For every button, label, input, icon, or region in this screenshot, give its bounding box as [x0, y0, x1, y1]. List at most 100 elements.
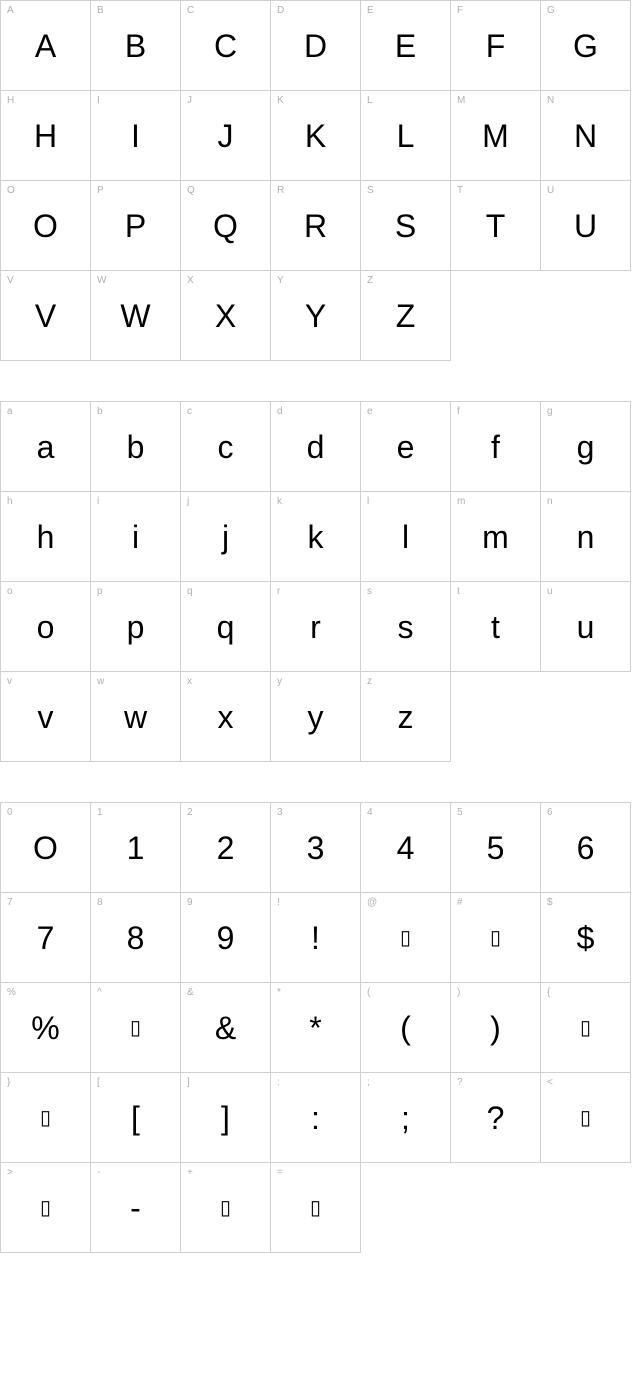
glyph-cell: gg — [541, 402, 631, 492]
cell-glyph: ( — [400, 1012, 411, 1044]
cell-label: : — [277, 1077, 280, 1088]
cell-label: ( — [367, 987, 370, 998]
cell-glyph: s — [398, 611, 414, 643]
glyph-cell: ww — [91, 672, 181, 762]
glyph-cell: bb — [91, 402, 181, 492]
glyph-cell: ]] — [181, 1073, 271, 1163]
cell-label: m — [457, 496, 465, 507]
glyph-cell: 44 — [361, 803, 451, 893]
cell-glyph: b — [127, 431, 145, 463]
cell-label: y — [277, 676, 282, 687]
glyph-cell: tt — [451, 582, 541, 672]
cell-glyph: 5 — [487, 832, 505, 864]
cell-label: ) — [457, 987, 460, 998]
cell-label: j — [187, 496, 189, 507]
cell-label: 0 — [7, 807, 13, 818]
cell-glyph: 9 — [217, 922, 235, 954]
glyph-missing-icon: ▯ — [130, 1018, 141, 1038]
glyph-missing-icon: ▯ — [40, 1108, 51, 1128]
cell-label: w — [97, 676, 104, 687]
cell-label: p — [97, 586, 103, 597]
glyph-cell: -- — [91, 1163, 181, 1253]
cell-label: o — [7, 586, 13, 597]
glyph-cell: ff — [451, 402, 541, 492]
cell-glyph: 6 — [577, 832, 595, 864]
cell-label: % — [7, 987, 16, 998]
cell-glyph: G — [573, 30, 598, 62]
cell-glyph: h — [37, 521, 55, 553]
glyph-cell: qq — [181, 582, 271, 672]
cell-glyph: O — [33, 832, 58, 864]
cell-glyph: T — [486, 210, 506, 242]
cell-label: 9 — [187, 897, 193, 908]
cell-label: P — [97, 185, 104, 196]
cell-label: W — [97, 275, 106, 286]
glyph-cell: rr — [271, 582, 361, 672]
glyph-cell: WW — [91, 271, 181, 361]
glyph-cell: 66 — [541, 803, 631, 893]
glyph-cell: aa — [1, 402, 91, 492]
cell-glyph: * — [309, 1012, 321, 1044]
glyph-cell: ;; — [361, 1073, 451, 1163]
cell-label: k — [277, 496, 282, 507]
glyph-cell: ?? — [451, 1073, 541, 1163]
glyph-cell: $$ — [541, 893, 631, 983]
cell-glyph: j — [222, 521, 229, 553]
cell-glyph: v — [38, 701, 54, 733]
glyph-cell: ** — [271, 983, 361, 1073]
cell-glyph: O — [33, 210, 58, 242]
cell-label: v — [7, 676, 12, 687]
cell-label: $ — [547, 897, 553, 908]
cell-label: U — [547, 185, 554, 196]
cell-glyph: $ — [577, 922, 595, 954]
cell-glyph: N — [574, 120, 597, 152]
cell-glyph: D — [304, 30, 327, 62]
glyph-cell: dd — [271, 402, 361, 492]
cell-glyph: Z — [396, 300, 416, 332]
cell-label: G — [547, 5, 555, 16]
cell-label: 3 — [277, 807, 283, 818]
cell-label: 4 — [367, 807, 373, 818]
cell-glyph: J — [218, 120, 234, 152]
cell-glyph: ) — [490, 1012, 501, 1044]
glyph-missing-icon: ▯ — [40, 1198, 51, 1218]
cell-label: S — [367, 185, 374, 196]
glyph-cell: 0O — [1, 803, 91, 893]
glyph-cell: <▯ — [541, 1073, 631, 1163]
cell-label: - — [97, 1167, 100, 1178]
cell-glyph: ! — [311, 922, 320, 954]
glyph-cell: (( — [361, 983, 451, 1073]
glyph-missing-icon: ▯ — [490, 928, 501, 948]
glyph-cell: HH — [1, 91, 91, 181]
cell-label: h — [7, 496, 13, 507]
cell-label: 6 — [547, 807, 553, 818]
glyph-cell: cc — [181, 402, 271, 492]
cell-label: @ — [367, 897, 377, 908]
cell-glyph: V — [35, 300, 56, 332]
glyph-missing-icon: ▯ — [310, 1198, 321, 1218]
cell-glyph: F — [486, 30, 506, 62]
cell-glyph: K — [305, 120, 326, 152]
cell-label: X — [187, 275, 194, 286]
glyph-cell: SS — [361, 181, 451, 271]
glyph-cell: CC — [181, 1, 271, 91]
glyph-missing-icon: ▯ — [580, 1108, 591, 1128]
glyph-cell: 22 — [181, 803, 271, 893]
cell-glyph: I — [131, 120, 140, 152]
cell-glyph: 8 — [127, 922, 145, 954]
glyph-cell: 99 — [181, 893, 271, 983]
cell-glyph: 1 — [127, 832, 145, 864]
cell-label: J — [187, 95, 192, 106]
cell-glyph: L — [397, 120, 415, 152]
cell-glyph: z — [398, 701, 414, 733]
cell-label: l — [367, 496, 369, 507]
cell-label: d — [277, 406, 283, 417]
section-lowercase: aabbccddeeffgghhiijjkkllmmnnooppqqrrsstt… — [0, 401, 640, 762]
cell-glyph: R — [304, 210, 327, 242]
cell-glyph: r — [310, 611, 321, 643]
glyph-cell: [[ — [91, 1073, 181, 1163]
cell-label: 7 — [7, 897, 13, 908]
cell-label: C — [187, 5, 194, 16]
glyph-cell: :: — [271, 1073, 361, 1163]
glyph-cell: +▯ — [181, 1163, 271, 1253]
